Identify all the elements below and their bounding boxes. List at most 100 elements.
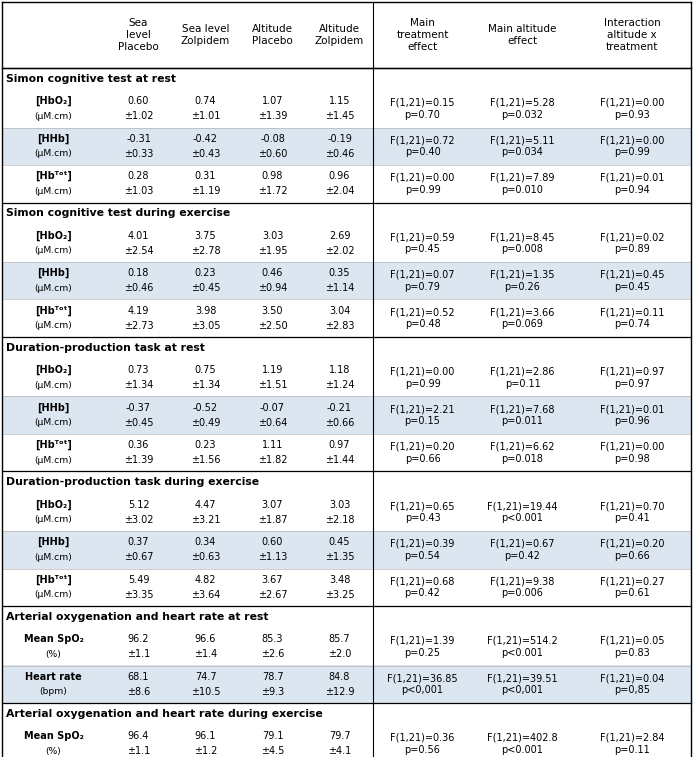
Text: (μM.cm): (μM.cm)	[35, 149, 72, 158]
Text: [HHb]: [HHb]	[37, 268, 70, 279]
Text: F(1,21)=36.85
p<0,001: F(1,21)=36.85 p<0,001	[387, 673, 458, 695]
Text: ±2.02: ±2.02	[325, 246, 354, 256]
Text: (bpm): (bpm)	[40, 687, 67, 696]
Bar	[2, 725, 691, 757]
Text: (μM.cm): (μM.cm)	[35, 246, 72, 255]
Text: ±9.3: ±9.3	[261, 687, 284, 696]
Text: 0.28: 0.28	[128, 171, 149, 181]
Text: ±1.39: ±1.39	[124, 455, 153, 466]
Text: ±2.0: ±2.0	[328, 650, 351, 659]
Bar	[2, 628, 691, 665]
Text: ±2.67: ±2.67	[258, 590, 288, 600]
Text: F(1,21)=0.70
p=0.41: F(1,21)=0.70 p=0.41	[599, 501, 665, 523]
Text: ±0.64: ±0.64	[258, 418, 287, 428]
Text: ±1.13: ±1.13	[258, 553, 287, 562]
Text: Sea
level
Placebo: Sea level Placebo	[118, 18, 159, 52]
Bar	[2, 665, 691, 703]
Text: F(1,21)=9.38
p=0.006: F(1,21)=9.38 p=0.006	[491, 576, 554, 598]
Text: (μM.cm): (μM.cm)	[35, 381, 72, 390]
Text: ±1.56: ±1.56	[191, 455, 220, 466]
Text: 85.3: 85.3	[262, 634, 283, 644]
Text: F(1,21)=2.21
p=0.15: F(1,21)=2.21 p=0.15	[390, 404, 455, 426]
Bar	[2, 494, 691, 531]
Text: 4.82: 4.82	[195, 575, 216, 584]
Text: ±0.94: ±0.94	[258, 283, 287, 293]
Text: F(1,21)=0.05
p=0.83: F(1,21)=0.05 p=0.83	[599, 636, 665, 658]
Text: ±3.02: ±3.02	[124, 515, 153, 525]
Bar	[2, 262, 691, 300]
Text: ±1.34: ±1.34	[191, 380, 220, 391]
Text: F(1,21)=0.01
p=0.94: F(1,21)=0.01 p=0.94	[600, 173, 664, 195]
Text: 96.2: 96.2	[128, 634, 149, 644]
Text: F(1,21)=7.68
p=0.011: F(1,21)=7.68 p=0.011	[490, 404, 555, 426]
Text: 3.98: 3.98	[195, 306, 216, 316]
Text: ±2.54: ±2.54	[123, 246, 153, 256]
Text: ±1.51: ±1.51	[258, 380, 288, 391]
Text: 3.07: 3.07	[262, 500, 283, 509]
Text: F(1,21)=514.2
p<0.001: F(1,21)=514.2 p<0.001	[487, 636, 558, 658]
Text: 0.45: 0.45	[328, 537, 350, 547]
Text: ±2.04: ±2.04	[325, 186, 354, 196]
Text: F(1,21)=0.20
p=0.66: F(1,21)=0.20 p=0.66	[599, 539, 665, 561]
Text: ±1.4: ±1.4	[194, 650, 217, 659]
Text: F(1,21)=0.00
p=0.93: F(1,21)=0.00 p=0.93	[600, 98, 664, 120]
Text: (μM.cm): (μM.cm)	[35, 516, 72, 525]
Text: Sea level
Zolpidem: Sea level Zolpidem	[181, 24, 230, 46]
Text: -0.08: -0.08	[260, 134, 285, 144]
Bar	[2, 472, 691, 494]
Text: 5.49: 5.49	[128, 575, 149, 584]
Text: 4.47: 4.47	[195, 500, 216, 509]
Text: [HbO₂]: [HbO₂]	[35, 500, 72, 510]
Text: ±12.9: ±12.9	[325, 687, 354, 696]
Text: F(1,21)=0.36
p=0.56: F(1,21)=0.36 p=0.56	[390, 733, 455, 755]
Text: [Hbᵀᵒᵗ]: [Hbᵀᵒᵗ]	[35, 171, 72, 182]
Text: 0.75: 0.75	[195, 365, 216, 375]
Text: 84.8: 84.8	[328, 671, 350, 682]
Text: Interaction
altitude x
treatment: Interaction altitude x treatment	[604, 18, 660, 52]
Text: 68.1: 68.1	[128, 671, 149, 682]
Text: [HbO₂]: [HbO₂]	[35, 231, 72, 241]
Text: F(1,21)=0.72
p=0.40: F(1,21)=0.72 p=0.40	[390, 136, 455, 157]
Text: ±1.1: ±1.1	[127, 746, 150, 756]
Text: 3.03: 3.03	[328, 500, 350, 509]
Text: 4.01: 4.01	[128, 231, 149, 241]
Text: -0.31: -0.31	[126, 134, 151, 144]
Bar	[2, 359, 691, 397]
Text: ±0.49: ±0.49	[191, 418, 220, 428]
Text: Heart rate: Heart rate	[25, 671, 82, 682]
Text: ±3.05: ±3.05	[191, 321, 220, 331]
Text: F(1,21)=0.97
p=0.97: F(1,21)=0.97 p=0.97	[599, 366, 665, 389]
Text: ±3.25: ±3.25	[325, 590, 354, 600]
Text: ±1.19: ±1.19	[191, 186, 220, 196]
Bar	[2, 300, 691, 337]
Text: 2.69: 2.69	[328, 231, 350, 241]
Bar	[2, 434, 691, 472]
Text: ±0.46: ±0.46	[124, 283, 153, 293]
Text: F(1,21)=0.68
p=0.42: F(1,21)=0.68 p=0.42	[390, 576, 455, 598]
Text: Main
treatment
effect: Main treatment effect	[396, 18, 448, 52]
Text: ±1.24: ±1.24	[325, 380, 354, 391]
Text: (%): (%)	[46, 650, 62, 659]
Text: 0.37: 0.37	[128, 537, 149, 547]
Text: 79.7: 79.7	[328, 731, 351, 741]
Text: F(1,21)=6.62
p=0.018: F(1,21)=6.62 p=0.018	[490, 442, 555, 464]
Bar	[2, 127, 691, 165]
Text: 3.04: 3.04	[328, 306, 350, 316]
Text: F(1,21)=0.11
p=0.74: F(1,21)=0.11 p=0.74	[600, 307, 664, 329]
Text: 0.96: 0.96	[328, 171, 350, 181]
Text: F(1,21)=8.45
p=0.008: F(1,21)=8.45 p=0.008	[490, 232, 555, 254]
Text: 78.7: 78.7	[262, 671, 283, 682]
Bar	[2, 165, 691, 203]
Text: 1.19: 1.19	[262, 365, 283, 375]
Text: [HHb]: [HHb]	[37, 537, 70, 547]
Text: 0.74: 0.74	[195, 96, 216, 106]
Text: F(1,21)=1.35
p=0.26: F(1,21)=1.35 p=0.26	[490, 269, 555, 291]
Text: ±4.5: ±4.5	[261, 746, 284, 756]
Text: 1.07: 1.07	[262, 96, 283, 106]
Bar	[2, 531, 691, 569]
Text: 0.98: 0.98	[262, 171, 283, 181]
Text: F(1,21)=0.52
p=0.48: F(1,21)=0.52 p=0.48	[390, 307, 455, 329]
Text: ±0.46: ±0.46	[325, 148, 354, 159]
Text: Mean SpO₂: Mean SpO₂	[24, 731, 83, 741]
Text: F(1,21)=5.28
p=0.032: F(1,21)=5.28 p=0.032	[490, 98, 555, 120]
